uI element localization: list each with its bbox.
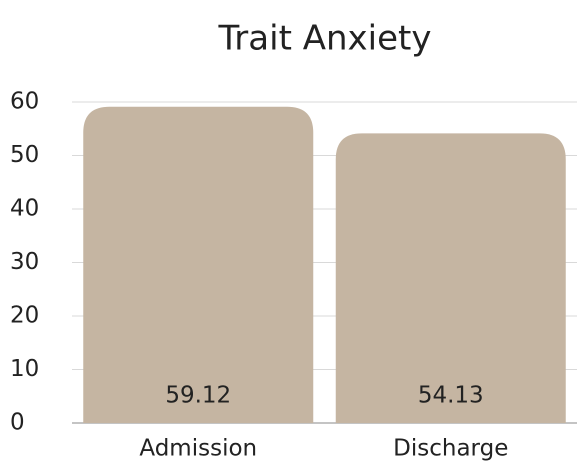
y-tick-label: 20 [10,303,39,329]
chart-title: Trait Anxiety [218,19,432,59]
y-tick-label: 40 [10,196,39,222]
bar [335,133,566,424]
y-tick-label: 60 [10,89,39,115]
y-tick-label: 0 [10,410,25,436]
bar [83,106,314,423]
y-tick-label: 50 [10,142,39,168]
x-tick-label: Admission [139,436,257,462]
y-tick-label: 30 [10,249,39,275]
x-tick-label: Discharge [393,436,508,462]
value-label: 54.13 [418,383,484,409]
y-tick-label: 10 [10,356,39,382]
value-label: 59.12 [165,383,231,409]
